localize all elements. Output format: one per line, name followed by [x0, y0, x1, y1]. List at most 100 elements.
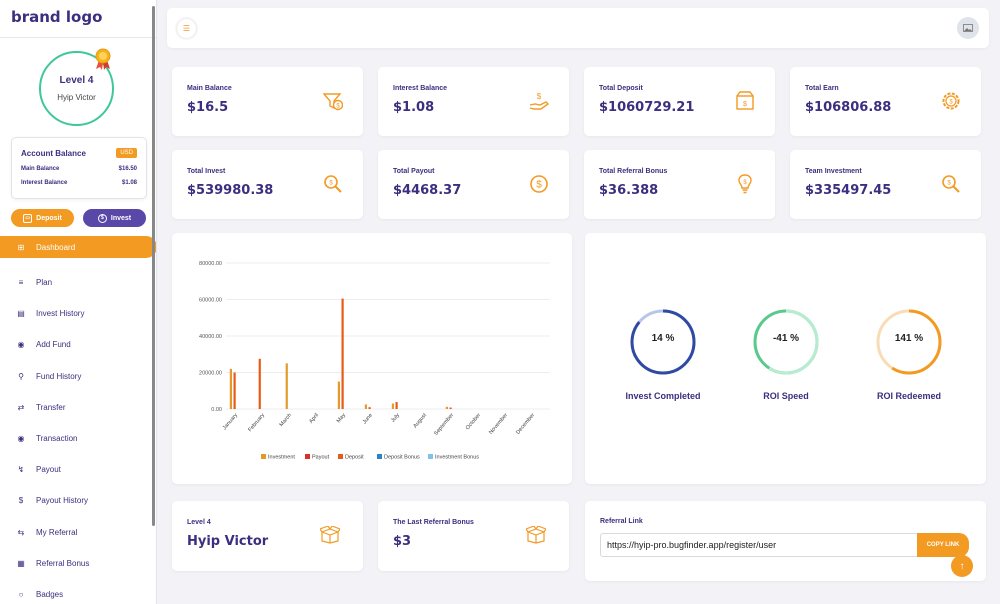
svg-text:$: $	[947, 181, 951, 187]
progress-ring: -41 %	[752, 308, 820, 376]
search-dollar-icon: $	[324, 175, 342, 193]
x-tick-label: December	[515, 412, 536, 435]
last-referral-bonus-label: The Last Referral Bonus	[393, 519, 474, 526]
referral-link-label: Referral Link	[600, 518, 643, 525]
scroll-to-top-button[interactable]: ↑	[951, 555, 973, 577]
stat-card-total-referral-bonus: Total Referral Bonus $36.388 $	[584, 150, 775, 219]
sidebar-item-payout[interactable]: ↯ Payout	[0, 454, 156, 485]
bar-deposit	[341, 298, 344, 409]
row-value: $16.50	[118, 166, 137, 172]
sidebar-item-label: Transaction	[36, 434, 78, 444]
y-tick-label: 20000.00	[199, 371, 222, 377]
sidebar-item-add-fund[interactable]: ◉ Add Fund	[0, 329, 156, 360]
funnel-coin-icon: $	[323, 93, 343, 111]
bar-investment	[285, 363, 288, 409]
copy-link-button[interactable]: COPY LINK	[917, 533, 969, 557]
x-tick-label: September	[433, 412, 455, 437]
sidebar-item-transaction[interactable]: ◉ Transaction	[0, 423, 156, 454]
search-dollar-icon: ⚲	[18, 371, 24, 381]
stat-label: Team Investment	[805, 168, 862, 175]
stat-label: Total Payout	[393, 168, 435, 175]
legend-label: Payout	[312, 455, 330, 461]
level-card-value: Hyip Victor	[187, 534, 269, 549]
sidebar-item-badges[interactable]: ○ Badges	[0, 579, 156, 604]
legend-label: Investment	[268, 455, 295, 461]
transactions-chart-card: 0.00 20000.00 40000.00 60000.00 80000.00 Janu…	[172, 233, 572, 484]
level-card-label: Level 4	[187, 519, 211, 526]
money-bag-icon: ◉	[17, 434, 25, 444]
stat-value: $16.5	[187, 100, 229, 115]
legend-swatch	[261, 454, 266, 459]
sidebar-item-label: Referral Bonus	[36, 558, 90, 568]
progress-rings-card: 14 % Invest Completed -41 % ROI Speed 141 …	[585, 233, 986, 484]
interest-balance-row: Interest Balance $1.08	[21, 180, 137, 186]
x-tick-label: June	[362, 412, 374, 425]
account-balance-title: Account Balance	[21, 149, 86, 158]
sidebar-item-transfer[interactable]: ⇄ Transfer	[0, 392, 156, 423]
payout-icon: ↯	[17, 465, 25, 475]
grid-icon: ⊞	[17, 242, 25, 252]
bar-investment	[391, 403, 394, 409]
sidebar-item-referral-bonus[interactable]: ▦ Referral Bonus	[0, 548, 156, 579]
y-tick-label: 40000.00	[199, 334, 222, 340]
svg-text:$: $	[537, 92, 542, 101]
sidebar-item-label: Fund History	[36, 371, 82, 381]
sidebar-item-fund-history[interactable]: ⚲ Fund History	[0, 361, 156, 392]
medal-icon	[95, 48, 111, 70]
svg-text:$: $	[949, 100, 953, 106]
bar-investment	[229, 368, 232, 409]
avatar[interactable]	[957, 17, 979, 39]
gear-dollar-icon: $	[942, 92, 960, 110]
brand-logo[interactable]: brand logo	[11, 8, 103, 26]
row-value: $1.08	[121, 180, 137, 186]
stat-card-main-balance: Main Balance $16.5 $	[172, 67, 363, 136]
bar-investment	[364, 404, 367, 409]
bar-deposit	[368, 407, 371, 409]
bar-deposit	[258, 358, 261, 409]
menu-toggle-icon[interactable]: ☰	[177, 19, 196, 38]
stat-card-interest-balance: Interest Balance $1.08 $	[378, 67, 569, 136]
x-tick-label: January	[222, 412, 239, 431]
sidebar-item-dashboard[interactable]: ⊞ Dashboard	[0, 236, 156, 258]
scrollbar[interactable]	[152, 6, 155, 526]
sidebar-item-label: Payout	[36, 465, 61, 475]
x-tick-label: May	[336, 412, 347, 424]
invest-button[interactable]: $ Invest	[83, 209, 146, 227]
hand-coin-icon: ◉	[17, 340, 25, 350]
stat-value: $1.08	[393, 100, 435, 115]
ring-graphic	[630, 309, 696, 375]
referral-link-field[interactable]: https://hyip-pro.bugfinder.app/register/…	[600, 533, 918, 557]
x-tick-label: November	[488, 412, 509, 435]
search-dollar-icon: $	[942, 175, 960, 193]
stat-value: $335497.45	[805, 183, 892, 198]
ring-graphic	[753, 309, 819, 375]
sidebar-item-plan[interactable]: ≡ Plan	[0, 267, 156, 298]
last-referral-bonus-card: The Last Referral Bonus $3	[378, 501, 569, 571]
bulb-dollar-icon: $	[738, 174, 752, 194]
legend-label: Deposit Bonus	[384, 455, 420, 461]
transfer-icon: ⇄	[17, 402, 25, 412]
deposit-button[interactable]: ▭ Deposit	[11, 209, 74, 227]
sidebar-item-label: Payout History	[36, 496, 89, 506]
bar-investment	[445, 406, 448, 409]
divider	[0, 37, 156, 38]
legend-swatch	[305, 454, 310, 459]
stat-card-total-earn: Total Earn $106806.88 $	[790, 67, 981, 136]
legend-label: Investment Bonus	[435, 455, 479, 461]
stat-card-total-payout: Total Payout $4468.37 $	[378, 150, 569, 219]
referral-icon: ⇆	[17, 527, 25, 537]
bar-chart: 0.00 20000.00 40000.00 60000.00 80000.00 Janu…	[199, 261, 550, 461]
ring-label: ROI Speed	[763, 391, 809, 401]
sidebar-item-payout-history[interactable]: $ Payout History	[0, 485, 156, 516]
deposit-label: Deposit	[36, 214, 62, 222]
sidebar-item-my-referral[interactable]: ⇆ My Referral	[0, 517, 156, 548]
sidebar-item-invest-history[interactable]: ▤ Invest History	[0, 298, 156, 329]
sidebar-item-label: Dashboard	[36, 242, 76, 252]
svg-text:$: $	[743, 101, 747, 108]
progress-ring: 14 %	[629, 308, 697, 376]
ring-label: ROI Redeemed	[876, 391, 942, 401]
legend-label: Deposit	[345, 455, 364, 461]
x-tick-label: October	[465, 412, 482, 431]
sidebar: brand logo Level 4 Hyip Victor Account B…	[0, 0, 157, 604]
bar-investment	[337, 381, 340, 409]
